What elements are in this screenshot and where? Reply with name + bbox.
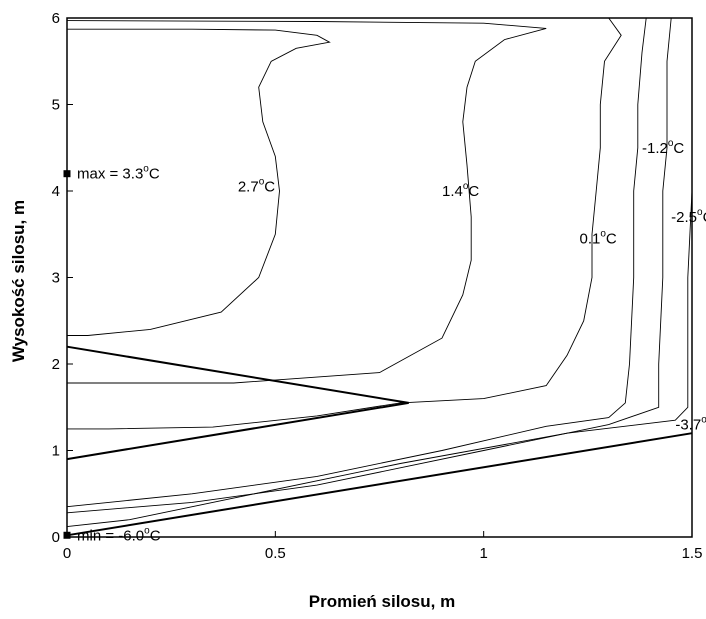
contour-label: -3.7oC: [675, 415, 706, 434]
contour-line: [67, 17, 622, 430]
y-axis-title: Wysokość silosu, m: [9, 200, 28, 362]
y-tick-label: 5: [52, 97, 60, 114]
contour-label: 0.1oC: [580, 229, 617, 248]
contour-line: [66, 69, 693, 528]
contour-line: [66, 20, 547, 384]
y-tick-label: 2: [52, 356, 60, 373]
y-tick-label: 0: [52, 529, 60, 546]
boundary-line-inlet-cone: [66, 345, 409, 461]
contour-label: 1.4oC: [442, 181, 479, 200]
marker-label-max: max = 3.3oC: [77, 164, 160, 183]
axes: 0 0.5 1 1.5 0 1 2 3 4 5 6: [52, 10, 703, 562]
contour-label: 2.7oC: [238, 177, 275, 196]
contour-label: -1.2oC: [642, 138, 684, 157]
boundary-line-bottom-edge: [66, 432, 693, 537]
x-tick-label: 1.5: [682, 545, 703, 562]
plot-area: 2.7oC 1.4oC 0.1oC -1.2oC -2.5oC -3.7oC max = 3…: [63, 17, 706, 544]
contour-label: -2.5oC: [671, 207, 706, 226]
x-axis-title: Promień silosu, m: [309, 592, 455, 611]
contour-line: [67, 28, 331, 336]
y-tick-label: 3: [52, 270, 60, 287]
contour-line: [66, 17, 647, 508]
x-tick-label: 1: [479, 545, 487, 562]
x-tick-label: 0: [63, 545, 71, 562]
y-tick-label: 4: [52, 183, 60, 200]
marker-label-min: min = -6.0oC: [77, 525, 161, 544]
contour-line: [66, 17, 672, 514]
y-tick-label: 1: [52, 443, 60, 460]
plot-frame: [66, 17, 693, 538]
x-tick-label: 0.5: [265, 545, 286, 562]
y-tick-label: 6: [52, 10, 60, 27]
